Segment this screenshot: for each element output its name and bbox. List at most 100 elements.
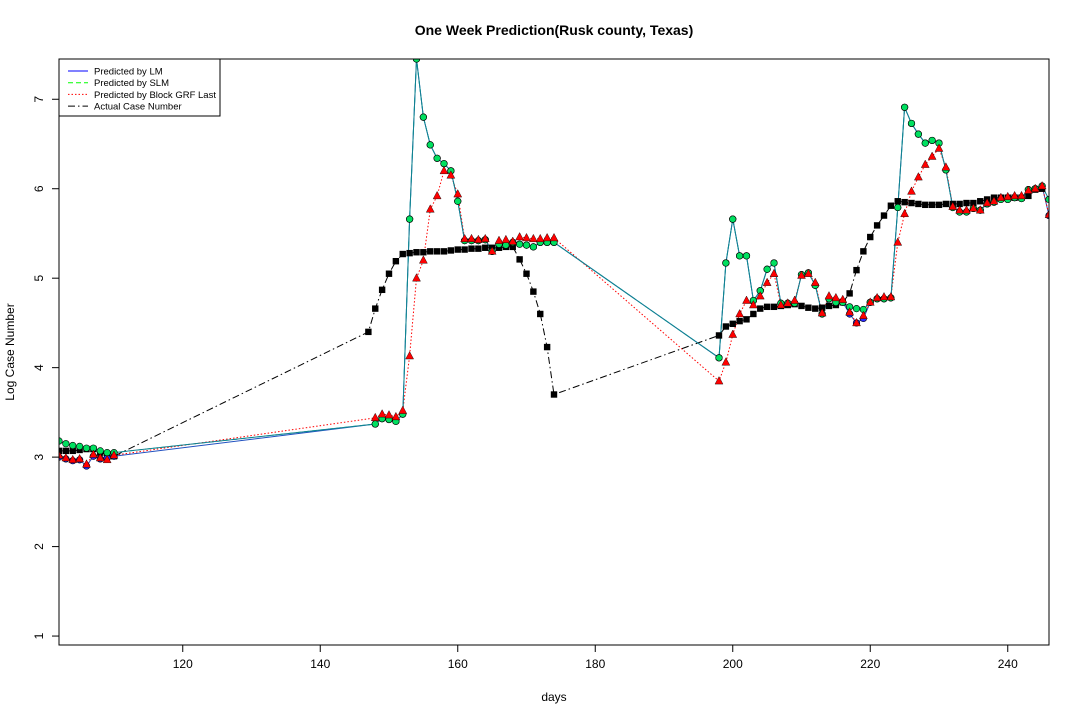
- data-point: [955, 205, 964, 214]
- data-point: [454, 197, 462, 205]
- data-point: [426, 141, 434, 149]
- data-point: [880, 212, 888, 219]
- data-point: [722, 323, 730, 330]
- x-tick-label: 220: [860, 657, 880, 671]
- data-point: [1003, 191, 1013, 200]
- data-point: [480, 233, 490, 243]
- series-line: [59, 147, 1049, 466]
- data-point: [523, 270, 530, 277]
- data-point: [1030, 183, 1040, 192]
- data-point: [69, 447, 76, 455]
- data-point: [109, 450, 119, 459]
- data-point: [749, 300, 758, 309]
- data-point: [852, 305, 861, 313]
- data-point: [68, 454, 78, 464]
- data-point: [817, 308, 827, 317]
- data-point: [810, 277, 820, 286]
- data-point: [474, 234, 483, 243]
- data-point: [371, 420, 379, 428]
- data-point: [432, 190, 442, 200]
- data-point: [412, 273, 421, 282]
- y-tick-label: 4: [32, 364, 46, 371]
- data-point: [859, 310, 868, 319]
- data-point: [804, 268, 813, 277]
- data-point: [508, 236, 518, 245]
- y-tick-label: 6: [32, 185, 46, 192]
- data-point: [522, 233, 531, 242]
- data-point: [509, 243, 516, 251]
- data-point: [797, 270, 806, 279]
- data-point: [543, 343, 551, 351]
- data-point: [873, 222, 881, 229]
- data-point: [860, 248, 867, 255]
- chart-title: One Week Prediction(Rusk county, Texas): [415, 22, 694, 38]
- data-point: [935, 201, 943, 209]
- data-point: [535, 233, 545, 243]
- data-point: [742, 295, 751, 304]
- data-point: [824, 291, 834, 300]
- data-point: [537, 310, 544, 318]
- data-point: [447, 247, 455, 254]
- data-point: [867, 233, 874, 241]
- data-point: [1025, 192, 1032, 200]
- data-point: [914, 130, 922, 138]
- data-point: [977, 198, 984, 205]
- data-point: [377, 409, 387, 418]
- data-point: [529, 243, 537, 251]
- data-point: [736, 252, 744, 260]
- data-point: [75, 453, 84, 463]
- data-point: [715, 332, 723, 339]
- y-tick-label: 1: [32, 632, 46, 639]
- data-point: [838, 294, 848, 303]
- data-point: [776, 300, 786, 309]
- data-point: [370, 412, 380, 421]
- x-tick-label: 180: [585, 657, 605, 671]
- data-point: [365, 328, 372, 336]
- data-point: [59, 447, 63, 455]
- data-point: [948, 201, 958, 210]
- data-point: [76, 442, 84, 450]
- data-point: [715, 354, 723, 362]
- data-point: [763, 265, 771, 273]
- data-point: [996, 192, 1006, 201]
- data-point: [461, 246, 468, 253]
- legend-label: Predicted by Block GRF Last: [94, 90, 216, 101]
- data-point: [750, 310, 757, 318]
- data-point: [399, 250, 406, 258]
- data-point: [818, 304, 826, 311]
- data-point: [963, 199, 970, 207]
- data-point: [783, 298, 793, 307]
- data-point: [1010, 190, 1019, 200]
- x-tick-label: 200: [723, 657, 743, 671]
- data-point: [928, 136, 936, 145]
- data-point: [468, 245, 475, 252]
- data-point: [736, 317, 743, 325]
- data-point: [989, 196, 999, 205]
- data-point: [798, 302, 805, 310]
- data-point: [439, 165, 449, 175]
- data-point: [735, 309, 744, 318]
- x-tick-label: 160: [448, 657, 468, 671]
- series-line: [59, 59, 1049, 467]
- data-point: [59, 450, 64, 459]
- data-point: [515, 232, 524, 241]
- data-point: [482, 244, 489, 251]
- y-tick-label: 5: [32, 275, 46, 282]
- data-point: [729, 215, 737, 223]
- data-point: [969, 203, 978, 212]
- data-point: [391, 411, 401, 421]
- data-point: [934, 143, 944, 152]
- data-point: [501, 234, 511, 243]
- data-point: [770, 303, 778, 311]
- data-point: [714, 376, 724, 385]
- series-line: [59, 188, 1043, 457]
- data-point: [922, 201, 929, 209]
- data-point: [893, 237, 903, 246]
- data-point: [1017, 190, 1026, 200]
- data-point: [425, 204, 435, 213]
- data-point: [440, 248, 448, 255]
- data-point: [982, 198, 992, 207]
- data-point: [454, 246, 461, 253]
- data-point: [970, 199, 977, 207]
